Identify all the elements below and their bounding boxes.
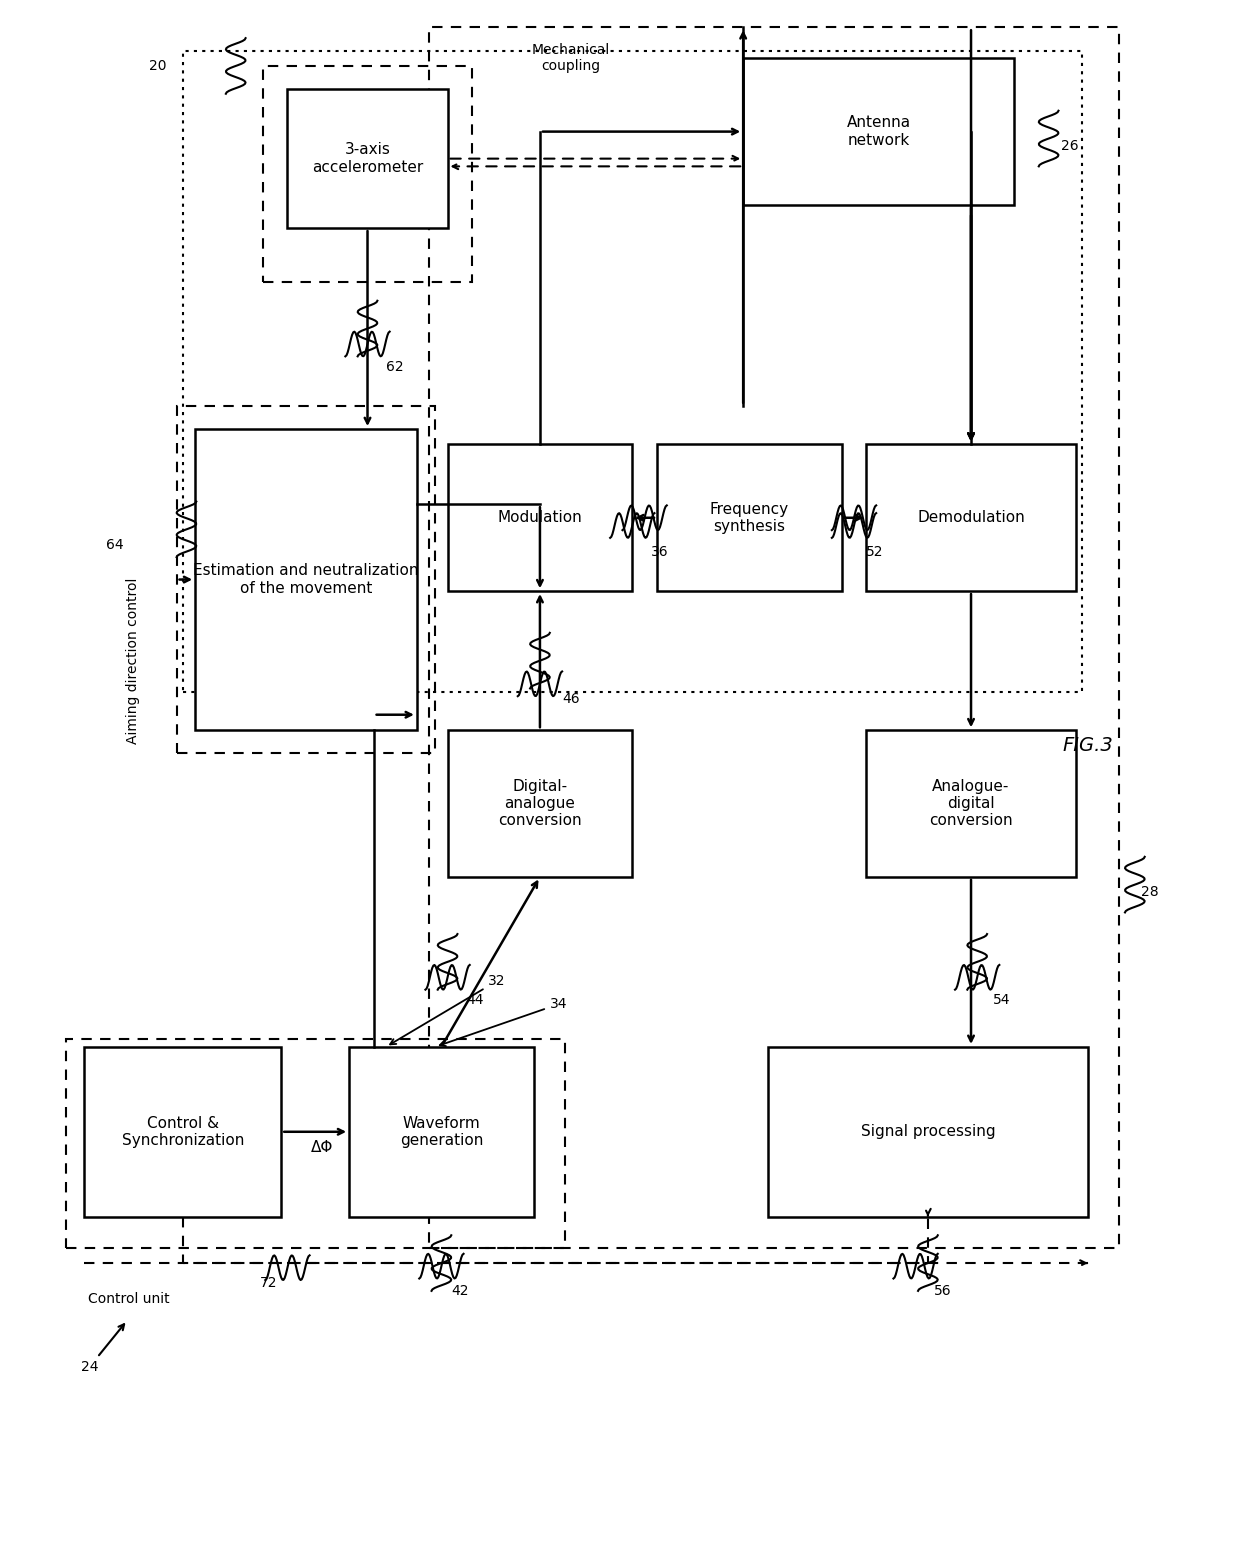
- Bar: [867, 730, 1076, 877]
- Bar: [448, 730, 632, 877]
- Text: Frequency
synthesis: Frequency synthesis: [709, 502, 789, 534]
- Text: 32: 32: [391, 974, 506, 1044]
- Text: Digital-
analogue
conversion: Digital- analogue conversion: [498, 778, 582, 828]
- Bar: [84, 1047, 281, 1216]
- Text: 26: 26: [1061, 140, 1079, 154]
- Text: Signal processing: Signal processing: [861, 1124, 996, 1140]
- Text: ΔΦ: ΔΦ: [311, 1140, 334, 1155]
- Bar: [429, 28, 1118, 1247]
- Text: Analogue-
digital
conversion: Analogue- digital conversion: [929, 778, 1013, 828]
- Text: 64: 64: [107, 537, 124, 551]
- Text: Demodulation: Demodulation: [918, 511, 1025, 525]
- Text: 36: 36: [651, 545, 668, 559]
- Bar: [176, 405, 435, 753]
- Text: 44: 44: [466, 994, 484, 1008]
- Text: 42: 42: [451, 1284, 469, 1298]
- Bar: [448, 444, 632, 592]
- Text: 62: 62: [386, 360, 403, 374]
- Bar: [348, 1047, 533, 1216]
- Bar: [768, 1047, 1087, 1216]
- Bar: [743, 57, 1014, 205]
- Bar: [867, 444, 1076, 592]
- Text: Modulation: Modulation: [497, 511, 583, 525]
- Bar: [66, 1039, 564, 1247]
- Text: 24: 24: [81, 1325, 124, 1374]
- Text: 46: 46: [562, 693, 580, 707]
- Text: 52: 52: [867, 545, 884, 559]
- Text: 56: 56: [934, 1284, 951, 1298]
- Text: Control &
Synchronization: Control & Synchronization: [122, 1115, 244, 1148]
- Text: Estimation and neutralization
of the movement: Estimation and neutralization of the mov…: [193, 564, 419, 596]
- Bar: [263, 65, 472, 283]
- Text: 3-axis
accelerometer: 3-axis accelerometer: [312, 143, 423, 175]
- Text: Aiming direction control: Aiming direction control: [126, 578, 140, 744]
- Text: 72: 72: [260, 1277, 278, 1291]
- Text: 20: 20: [149, 59, 167, 73]
- Text: 34: 34: [440, 997, 567, 1047]
- Text: Antenna
network: Antenna network: [847, 115, 910, 148]
- Bar: [182, 51, 1081, 691]
- Text: FIG.3: FIG.3: [1063, 736, 1114, 755]
- Text: Control unit: Control unit: [88, 1292, 170, 1306]
- Bar: [195, 429, 417, 730]
- Text: 28: 28: [1141, 885, 1158, 899]
- Bar: [657, 444, 842, 592]
- Text: 54: 54: [993, 994, 1011, 1008]
- Text: Waveform
generation: Waveform generation: [399, 1115, 484, 1148]
- Text: Mechanical
coupling: Mechanical coupling: [532, 43, 610, 73]
- Bar: [288, 89, 448, 228]
